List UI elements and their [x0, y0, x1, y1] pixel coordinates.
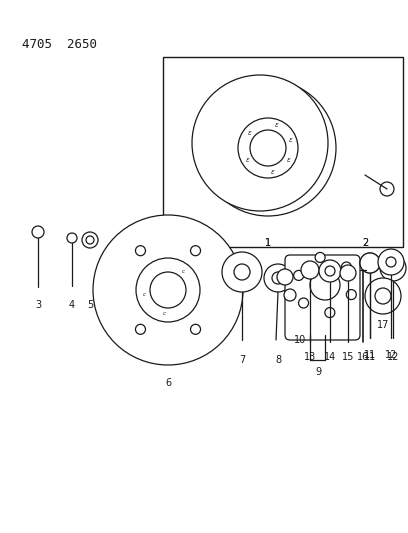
Text: 13: 13 — [304, 352, 316, 362]
Circle shape — [341, 262, 351, 272]
Text: c: c — [143, 292, 146, 297]
Circle shape — [272, 272, 284, 284]
Bar — [163, 57, 403, 247]
Text: 8: 8 — [275, 355, 281, 365]
Text: 5: 5 — [87, 300, 93, 310]
Circle shape — [315, 253, 325, 262]
Circle shape — [191, 246, 200, 256]
Circle shape — [360, 253, 380, 273]
Circle shape — [378, 249, 404, 275]
Circle shape — [93, 215, 243, 365]
Circle shape — [234, 264, 250, 280]
Circle shape — [284, 289, 296, 301]
Text: 10: 10 — [294, 335, 306, 345]
Text: ε: ε — [245, 157, 249, 163]
Circle shape — [375, 288, 391, 304]
Text: 4705  2650: 4705 2650 — [22, 38, 97, 51]
Text: 6: 6 — [165, 378, 171, 388]
Circle shape — [380, 255, 406, 281]
Text: 9: 9 — [315, 367, 321, 377]
Circle shape — [346, 289, 356, 300]
Circle shape — [388, 263, 398, 273]
Circle shape — [277, 269, 293, 285]
Text: c: c — [162, 311, 165, 316]
Text: ε: ε — [270, 168, 274, 175]
Text: c: c — [182, 269, 185, 274]
Circle shape — [82, 232, 98, 248]
Text: 16: 16 — [357, 352, 369, 362]
Circle shape — [299, 298, 308, 308]
Circle shape — [386, 257, 396, 267]
Circle shape — [150, 272, 186, 308]
Circle shape — [365, 278, 401, 314]
Text: 7: 7 — [239, 355, 245, 365]
Text: 11: 11 — [364, 350, 376, 360]
Text: ε: ε — [289, 137, 293, 143]
Circle shape — [238, 118, 298, 178]
Circle shape — [191, 324, 200, 334]
Circle shape — [301, 261, 319, 279]
Text: ε: ε — [274, 123, 278, 128]
Circle shape — [319, 260, 341, 282]
Circle shape — [136, 258, 200, 322]
Circle shape — [200, 80, 336, 216]
Circle shape — [192, 75, 328, 211]
Text: 17: 17 — [377, 320, 389, 330]
Circle shape — [294, 270, 304, 280]
Text: 12: 12 — [385, 350, 397, 360]
Circle shape — [264, 264, 292, 292]
Circle shape — [222, 252, 262, 292]
Circle shape — [340, 265, 356, 281]
Text: 14: 14 — [324, 352, 336, 362]
Circle shape — [325, 266, 335, 276]
Text: 1: 1 — [265, 238, 271, 248]
Circle shape — [250, 130, 286, 166]
Text: 4: 4 — [69, 300, 75, 310]
Text: 12: 12 — [387, 352, 399, 362]
Circle shape — [135, 324, 146, 334]
Circle shape — [67, 233, 77, 243]
Circle shape — [380, 182, 394, 196]
Text: ε: ε — [287, 157, 290, 163]
Text: 11: 11 — [364, 352, 376, 362]
Text: 3: 3 — [35, 300, 41, 310]
Text: ε: ε — [248, 130, 251, 135]
Text: 2: 2 — [362, 238, 368, 248]
Circle shape — [360, 253, 380, 273]
Text: 1: 1 — [265, 238, 271, 248]
Circle shape — [135, 246, 146, 256]
Text: 15: 15 — [342, 352, 354, 362]
Circle shape — [86, 236, 94, 244]
Text: 2: 2 — [362, 238, 368, 248]
Circle shape — [310, 270, 340, 300]
Circle shape — [32, 226, 44, 238]
FancyBboxPatch shape — [285, 255, 360, 340]
Circle shape — [325, 308, 335, 318]
